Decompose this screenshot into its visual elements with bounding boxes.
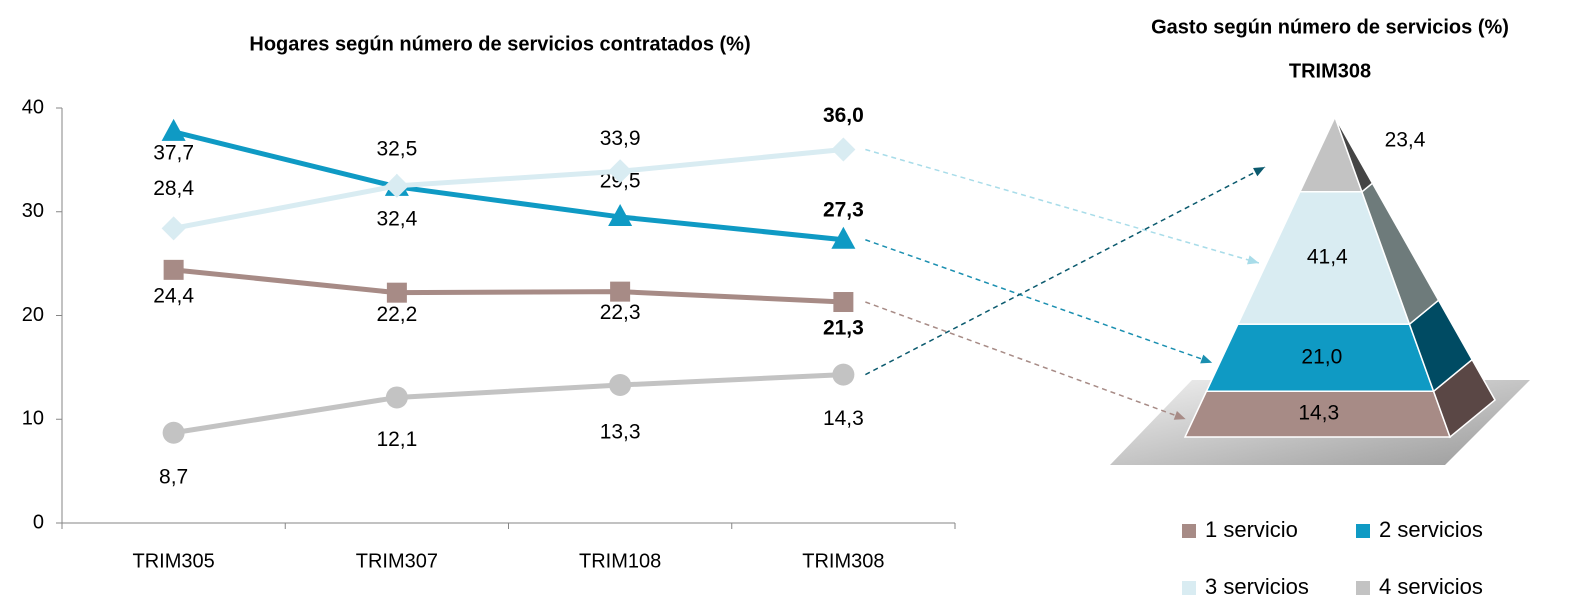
pyramid-side	[1334, 116, 1374, 194]
data-label: 22,3	[600, 301, 641, 324]
marker	[610, 281, 631, 302]
legend-swatch	[1356, 581, 1370, 595]
data-label: 32,4	[376, 207, 417, 230]
data-label: 21,3	[823, 317, 864, 340]
data-label: 24,4	[153, 284, 194, 307]
marker	[385, 386, 408, 409]
series-line	[173, 129, 844, 243]
legend-label: 2 servicios	[1379, 517, 1483, 542]
x-tick-label: TRIM305	[133, 550, 215, 572]
arrow-head	[1173, 410, 1186, 420]
y-tick-label: 0	[33, 511, 44, 533]
chart-subtitle: TRIM308	[1289, 60, 1371, 82]
y-tick-label: 30	[22, 200, 44, 222]
data-label: 28,4	[153, 177, 194, 200]
legend-swatch	[1182, 581, 1196, 595]
y-tick-label: 10	[22, 408, 44, 430]
marker	[161, 216, 186, 241]
chart-title: Hogares según número de servicios contra…	[249, 33, 750, 55]
marker	[831, 137, 856, 162]
data-label: 32,5	[376, 137, 417, 160]
arrow-head	[1247, 255, 1259, 265]
data-label: 13,3	[600, 421, 641, 444]
chart-title: Gasto según número de servicios (%)	[1151, 16, 1509, 38]
data-label: 37,7	[153, 141, 194, 164]
y-tick-label: 40	[22, 96, 44, 118]
arrow-head	[1200, 354, 1213, 364]
legend-label: 4 servicios	[1379, 574, 1483, 599]
data-label: 33,9	[600, 127, 641, 150]
data-label: 27,3	[823, 198, 864, 221]
x-tick-label: TRIM307	[356, 550, 438, 572]
data-label: 14,3	[823, 407, 864, 430]
marker	[609, 374, 632, 397]
marker	[831, 226, 856, 249]
marker	[832, 363, 855, 386]
marker	[608, 159, 633, 184]
marker	[608, 203, 633, 226]
y-tick-label: 20	[22, 304, 44, 326]
legend-label: 1 servicio	[1205, 517, 1298, 542]
marker	[163, 259, 184, 280]
legend-label: 3 servicios	[1205, 574, 1309, 599]
series-line	[173, 267, 844, 305]
data-label: 23,4	[1385, 129, 1426, 152]
data-label: 36,0	[823, 104, 864, 127]
arrow	[865, 239, 1213, 364]
legend-swatch	[1182, 524, 1196, 538]
arrow	[865, 301, 1186, 420]
arrow	[865, 166, 1266, 376]
marker	[386, 282, 407, 303]
marker	[833, 292, 854, 313]
legend-swatch	[1356, 524, 1370, 538]
arrow	[865, 148, 1260, 264]
series-line	[173, 147, 844, 231]
data-label: 22,2	[376, 303, 417, 326]
x-tick-label: TRIM108	[579, 550, 661, 572]
data-label: 21,0	[1301, 345, 1342, 368]
marker	[162, 421, 185, 444]
data-label: 41,4	[1307, 246, 1348, 269]
series-line	[173, 372, 844, 436]
marker	[161, 118, 186, 141]
marker	[384, 173, 409, 198]
data-label: 12,1	[376, 428, 417, 451]
data-label: 8,7	[159, 465, 188, 488]
x-tick-label: TRIM308	[802, 550, 884, 572]
arrow-head	[1253, 167, 1265, 177]
data-label: 14,3	[1298, 402, 1339, 425]
